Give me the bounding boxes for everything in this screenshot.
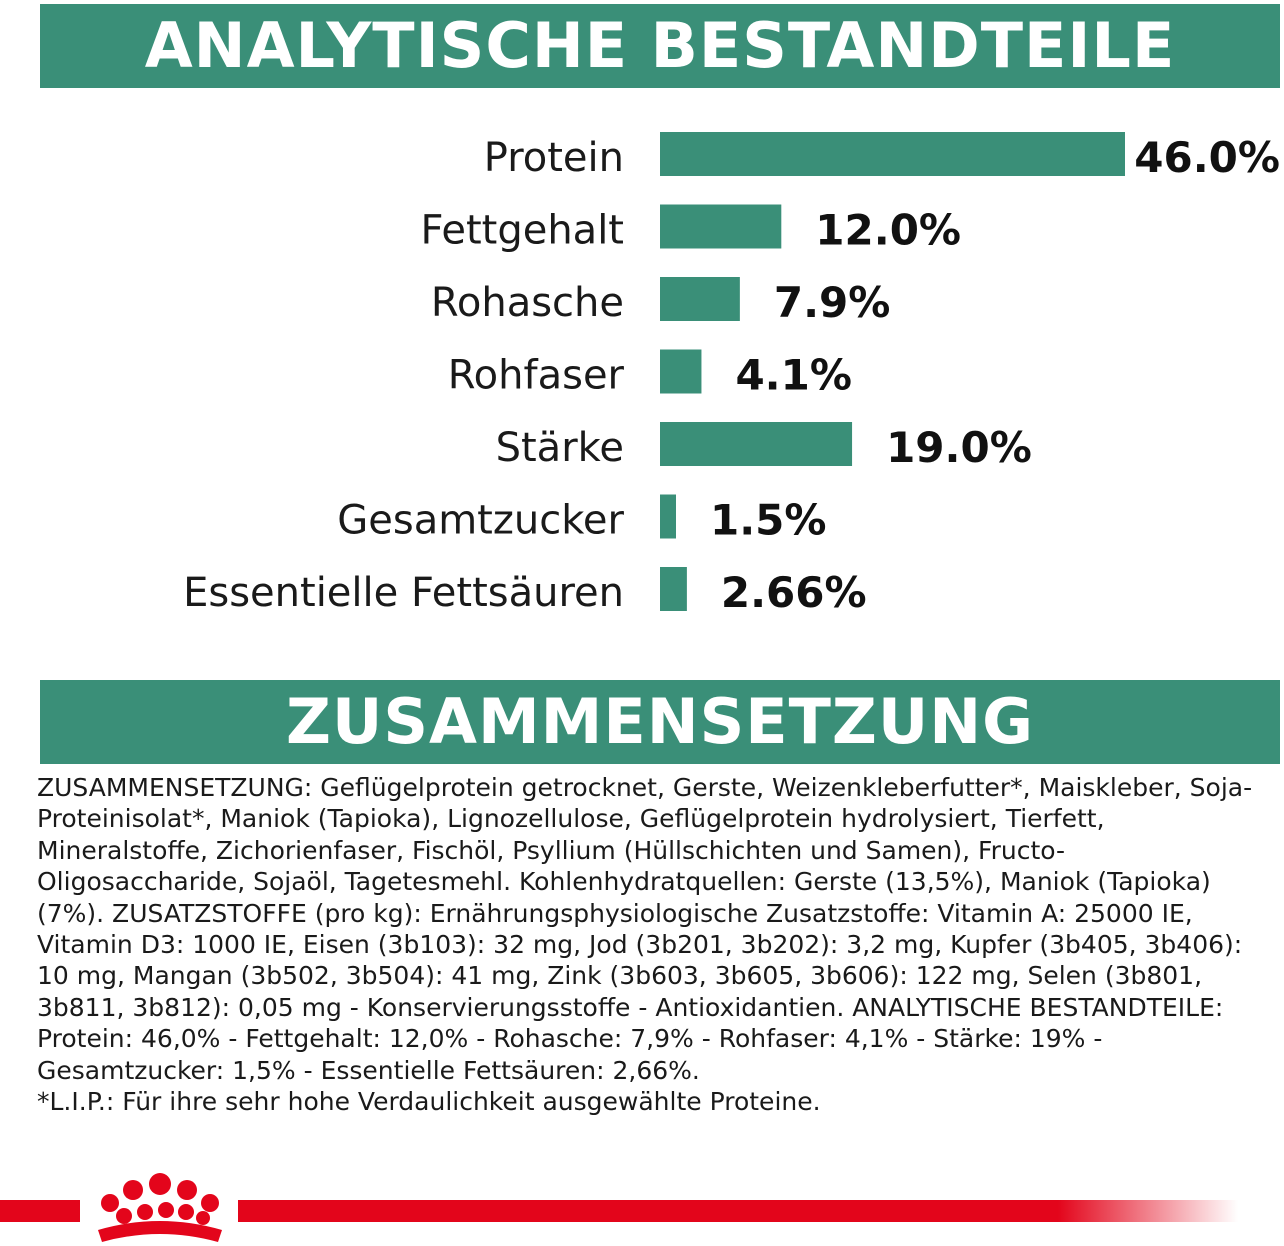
category-label-1: Fettgehalt [421,208,624,254]
value-label-4: 19.0% [886,423,1032,472]
bar-6 [660,567,687,611]
bar-1 [660,204,782,249]
value-label-2: 7.9% [774,278,890,327]
analytics-header: ANALYTISCHE BESTANDTEILE [40,4,1280,88]
footnote: *L.I.P.: Für ihre sehr hohe Verdaulichke… [37,1087,821,1117]
category-label-2: Rohasche [431,280,624,326]
bar-2 [660,277,740,321]
crown-logo-icon [98,1173,222,1242]
category-label-4: Stärke [496,425,624,471]
value-label-3: 4.1% [735,351,851,400]
red-stripe-left [0,1200,80,1222]
analytics-bar-chart: Protein 46.0% Fettgehalt 12.0% Rohasche 7.9% R… [183,132,1280,617]
composition-header: ZUSAMMENSETZUNG [40,680,1280,764]
footer-brand-strip [0,1173,1238,1242]
bar-4 [660,422,853,466]
bar-3 [660,349,702,394]
value-label-1: 12.0% [815,206,961,255]
category-label-3: Rohfaser [448,353,625,399]
category-label-6: Essentielle Fettsäuren [183,570,624,616]
bar-0 [660,132,1125,176]
red-stripe-right [238,1200,1238,1222]
value-label-6: 2.66% [721,568,867,617]
bar-5 [660,494,676,539]
composition-text: ZUSAMMENSETZUNG: Geflügelprotein getrock… [37,773,1253,1085]
composition-block: ZUSAMMENSETZUNG: Geflügelprotein getrock… [37,772,1273,1117]
category-label-0: Protein [484,135,624,181]
value-label-5: 1.5% [710,496,826,545]
category-label-5: Gesamtzucker [337,498,624,544]
value-label-0: 46.0% [1134,133,1280,182]
